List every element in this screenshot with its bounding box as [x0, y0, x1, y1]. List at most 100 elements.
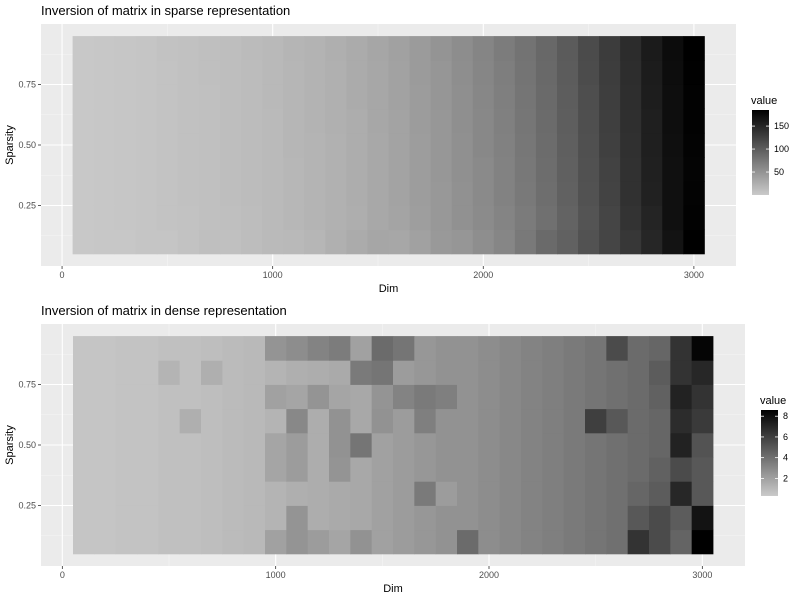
sparse-heatmap-tile — [556, 84, 579, 110]
dense-heatmap-tile — [457, 432, 479, 458]
dense-heatmap-tile — [286, 432, 309, 458]
dense-heatmap-tile — [307, 457, 330, 482]
dense-heatmap-tile — [286, 384, 309, 410]
dense-heatmap-tile — [457, 408, 479, 434]
sparse-legend-title: value — [751, 95, 777, 107]
dense-heatmap-tile — [691, 457, 714, 482]
dense-heatmap-tile — [691, 408, 714, 434]
sparse-heatmap-tile — [262, 108, 284, 134]
sparse-heatmap-tile — [220, 205, 242, 231]
sparse-heatmap-tile — [241, 205, 263, 231]
dense-legend-title: value — [760, 395, 786, 407]
dense-heatmap-tile — [137, 336, 159, 361]
dense-heatmap-tile — [393, 360, 415, 385]
dense-heatmap-tile — [563, 360, 586, 385]
dense-heatmap-tile — [158, 360, 181, 385]
dense-heatmap-chart: Inversion of matrix in dense representat… — [4, 303, 788, 595]
dense-heatmap-tile — [243, 529, 266, 555]
sparse-heatmap-tile — [325, 157, 347, 182]
sparse-heatmap-tile — [514, 36, 537, 61]
sparse-heatmap-tile — [535, 205, 558, 231]
sparse-heatmap-tile — [662, 181, 684, 206]
dense-heatmap-tile — [627, 408, 650, 434]
dense-heatmap-tile — [499, 408, 522, 434]
dense-heatmap-tile — [563, 384, 586, 410]
sparse-heatmap-tile — [304, 60, 326, 85]
dense-heatmap-tile — [478, 529, 501, 555]
dense-y-tick-label: 0.50 — [18, 440, 36, 450]
dense-heatmap-tile — [350, 481, 373, 506]
sparse-heatmap-tile — [472, 108, 495, 134]
dense-heatmap-tile — [137, 432, 159, 458]
sparse-heatmap-tile — [430, 60, 453, 85]
dense-heatmap-tile — [542, 360, 565, 385]
dense-heatmap-tile — [94, 432, 117, 458]
dense-heatmap-tile — [94, 384, 117, 410]
sparse-heatmap-tile — [409, 157, 432, 182]
sparse-heatmap-tile — [135, 108, 158, 134]
sparse-heatmap-tile — [241, 36, 263, 61]
sparse-heatmap-tile — [514, 84, 537, 110]
sparse-heatmap-tile — [220, 229, 242, 255]
dense-heatmap-tile — [691, 505, 714, 531]
dense-heatmap-tile — [606, 360, 629, 385]
dense-heatmap-tile — [137, 457, 159, 482]
sparse-heatmap-tile — [599, 36, 621, 61]
sparse-heatmap-tile — [535, 84, 558, 110]
sparse-heatmap-tile — [241, 84, 263, 110]
sparse-heatmap-tile — [346, 132, 368, 158]
dense-heatmap-tile — [222, 529, 245, 555]
dense-heatmap-tile — [222, 432, 245, 458]
sparse-heatmap-tile — [198, 108, 221, 134]
sparse-heatmap-tile — [409, 108, 432, 134]
dense-heatmap-tile — [94, 457, 117, 482]
dense-heatmap-tile — [393, 481, 415, 506]
sparse-heatmap-tile — [241, 157, 263, 182]
sparse-heatmap-tile — [72, 229, 95, 255]
sparse-heatmap-tile — [451, 60, 474, 85]
dense-heatmap-tile — [73, 481, 95, 506]
sparse-heatmap-tile — [409, 36, 432, 61]
dense-heatmap-tile — [179, 481, 202, 506]
dense-heatmap-tile — [649, 481, 671, 506]
sparse-heatmap-tile — [135, 132, 158, 158]
sparse-heatmap-tile — [599, 84, 621, 110]
dense-heatmap-tile — [115, 481, 138, 506]
dense-heatmap-tile — [691, 384, 714, 410]
dense-heatmap-tile — [350, 457, 373, 482]
dense-heatmap-tile — [286, 336, 309, 361]
dense-heatmap-tile — [414, 529, 437, 555]
sparse-heatmap-tile — [493, 157, 516, 182]
dense-heatmap-tile — [329, 408, 351, 434]
sparse-heatmap-tile — [535, 181, 558, 206]
sparse-y-tick-label: 0.25 — [18, 201, 36, 211]
sparse-heatmap-tile — [430, 205, 453, 231]
sparse-heatmap-tile — [72, 108, 95, 134]
sparse-heatmap-tile — [241, 60, 263, 85]
sparse-heatmap-tile — [556, 132, 579, 158]
dense-heatmap-tile — [243, 408, 266, 434]
sparse-heatmap-tile — [304, 205, 326, 231]
dense-heatmap-tile — [265, 505, 287, 531]
dense-heatmap-tile — [691, 481, 714, 506]
dense-heatmap-tile — [179, 505, 202, 531]
sparse-heatmap-tile — [620, 132, 642, 158]
sparse-heatmap-tile — [599, 181, 621, 206]
sparse-heatmap-tile — [493, 132, 516, 158]
sparse-heatmap-tile — [430, 36, 453, 61]
sparse-heatmap-tile — [304, 229, 326, 255]
sparse-heatmap-tile — [156, 229, 179, 255]
sparse-heatmap-tile — [177, 60, 200, 85]
dense-heatmap-tile — [243, 432, 266, 458]
dense-heatmap-tile — [73, 505, 95, 531]
dense-heatmap-tile — [179, 336, 202, 361]
sparse-heatmap-tile — [346, 108, 368, 134]
sparse-heatmap-tile — [304, 108, 326, 134]
sparse-heatmap-tile — [114, 36, 137, 61]
dense-heatmap-tile — [265, 336, 287, 361]
sparse-heatmap-tile — [93, 157, 116, 182]
sparse-heatmap-tile — [620, 60, 642, 85]
dense-heatmap-tile — [265, 481, 287, 506]
sparse-x-tick-label: 1000 — [263, 270, 283, 280]
sparse-heatmap-tile — [578, 60, 600, 85]
